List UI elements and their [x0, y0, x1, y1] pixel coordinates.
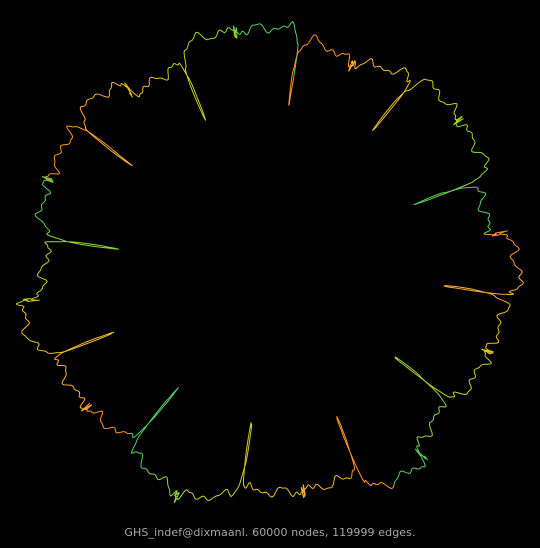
graph-edge-segment [435, 115, 490, 198]
graph-edge-segment [481, 304, 511, 355]
graph-edge-segment [483, 230, 522, 271]
graph-edge-segment [145, 468, 180, 504]
graph-caption: GHS_indef@dixmaanl. 60000 nodes, 119999 … [124, 526, 416, 539]
graph-edge-segment [44, 229, 119, 263]
graph-edge-segment [300, 474, 352, 498]
graph-edge-segment [413, 186, 492, 234]
graph-edge-segment [405, 349, 492, 398]
graph-edge-segment [288, 34, 350, 106]
graph-edge-segment [45, 125, 113, 181]
graph-edge-segment [336, 416, 395, 490]
graph-edge-segment [232, 21, 299, 78]
graph-edge-segment [177, 422, 253, 502]
graph-edge-segment [34, 176, 54, 231]
graph-edge-segment [426, 79, 464, 126]
graph-edge-segment [163, 48, 207, 121]
graph-edge-segment [348, 58, 390, 72]
graph-edge-segment [393, 445, 429, 485]
graph-edge-segment [79, 81, 133, 167]
graph-edge-segment [120, 76, 165, 98]
graph-edges-ring [15, 21, 524, 504]
graph-edge-segment [15, 262, 48, 305]
graph-edge-segment [80, 403, 130, 435]
graph-edge-segment [394, 356, 447, 447]
graph-edge-segment [372, 67, 427, 132]
graph-edge-segment [16, 304, 115, 354]
graph-edge-segment [186, 26, 238, 50]
graph-edge-segment [54, 337, 98, 410]
graph-edge-segment [443, 269, 524, 306]
graph-edge-segment [242, 434, 305, 498]
graph-edge-segment [129, 387, 179, 470]
